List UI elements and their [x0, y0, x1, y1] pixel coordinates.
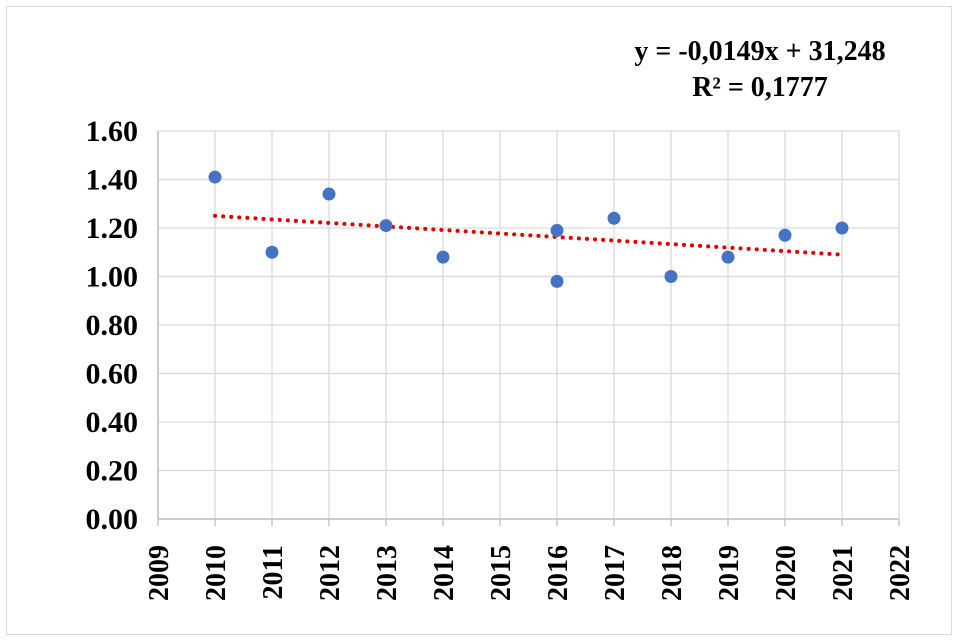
- y-tick-label: 1.40: [86, 164, 139, 197]
- x-tick-label: 2010: [201, 545, 232, 601]
- x-tick-label: 2014: [429, 545, 460, 601]
- y-tick-label: 0.80: [86, 309, 139, 342]
- data-point: [721, 250, 735, 264]
- data-point: [607, 211, 621, 225]
- x-tick-labels: 2009 2010 2011 2012 2013 2014 2015 2016 2017 2018…: [144, 545, 916, 601]
- grid-lines: [157, 130, 900, 520]
- data-point: [550, 274, 564, 288]
- y-tick-label: 1.60: [86, 115, 139, 148]
- x-tick-label: 2009: [144, 545, 175, 601]
- data-point: [778, 228, 792, 242]
- data-point: [379, 219, 393, 233]
- x-tick-label: 2013: [372, 545, 403, 601]
- x-tick-label: 2019: [714, 545, 745, 601]
- x-tick-label: 2018: [657, 545, 688, 601]
- trendline-line: [213, 213, 844, 257]
- x-tick-label: 2011: [258, 545, 289, 599]
- x-tick-label: 2015: [486, 545, 517, 601]
- chart-frame: [6, 6, 952, 635]
- data-point: [265, 245, 279, 259]
- data-point: [835, 221, 849, 235]
- y-tick-label: 1.00: [86, 261, 139, 294]
- y-tick-label: 0.00: [86, 503, 139, 536]
- data-points: [208, 170, 849, 288]
- x-tick-label: 2017: [600, 545, 631, 601]
- trendline: [213, 213, 844, 257]
- r-squared-label: R² = 0,1777: [692, 72, 828, 103]
- x-tick-label: 2016: [543, 545, 574, 601]
- x-tick-label: 2021: [828, 545, 859, 601]
- x-tick-label: 2022: [885, 545, 916, 601]
- y-tick-label: 0.20: [86, 455, 139, 488]
- trendline-equation: y = -0,0149x + 31,248: [634, 36, 885, 67]
- axes: [157, 131, 900, 526]
- y-tick-labels: 0.00 0.20 0.40 0.60 0.80 1.00 1.20 1.40 1.60: [86, 115, 139, 536]
- y-tick-label: 0.60: [86, 358, 139, 391]
- data-point: [322, 187, 336, 201]
- y-tick-label: 0.40: [86, 406, 139, 439]
- data-point: [208, 170, 222, 184]
- data-point: [664, 270, 678, 283]
- y-tick-label: 1.20: [86, 212, 139, 245]
- data-point: [436, 250, 450, 264]
- x-tick-label: 2020: [771, 545, 802, 601]
- data-point: [550, 223, 564, 237]
- x-tick-label: 2012: [315, 545, 346, 601]
